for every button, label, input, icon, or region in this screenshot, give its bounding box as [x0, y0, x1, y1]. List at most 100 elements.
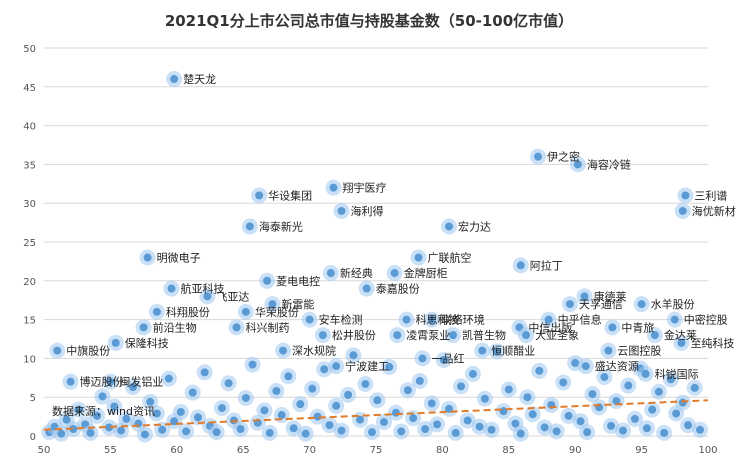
data-point — [182, 427, 191, 436]
data-point — [528, 410, 537, 419]
data-point — [337, 206, 346, 215]
data-point — [523, 393, 532, 402]
data-point — [248, 360, 257, 369]
point-label: 大亚圣象 — [535, 328, 579, 342]
x-tick-label: 55 — [104, 445, 117, 456]
y-tick-label: 30 — [23, 199, 36, 210]
data-point — [624, 381, 633, 390]
data-point — [318, 331, 327, 340]
point-label: 科锐国际 — [655, 367, 699, 381]
data-point — [284, 372, 293, 381]
y-tick-label: 40 — [23, 122, 36, 133]
point-label: 凯普生物 — [462, 328, 506, 342]
data-point — [449, 331, 458, 340]
point-label: 中乎信息 — [558, 313, 602, 327]
point-label: 金牌厨柜 — [404, 266, 448, 280]
data-point — [637, 300, 646, 309]
data-point — [344, 390, 353, 399]
data-point — [612, 397, 621, 406]
data-point — [534, 152, 543, 161]
data-point — [74, 405, 83, 414]
y-tick-label: 50 — [23, 44, 36, 55]
point-label: 中青旅 — [621, 320, 654, 334]
data-point — [98, 392, 107, 401]
data-point — [296, 400, 305, 409]
data-point — [670, 315, 679, 324]
data-point — [57, 429, 66, 438]
chart-title: 2021Q1分上市公司总市值与持股基金数（50-100亿市值） — [164, 12, 574, 30]
data-point — [152, 409, 161, 418]
data-point — [433, 420, 442, 429]
data-point — [62, 415, 71, 424]
point-label: 华荣股份 — [255, 305, 299, 319]
point-label: 伊之密 — [547, 150, 580, 164]
data-point — [535, 366, 544, 375]
y-tick-label: 35 — [23, 160, 36, 171]
x-tick-label: 90 — [569, 445, 582, 456]
data-point — [672, 409, 681, 418]
data-point — [564, 411, 573, 420]
data-point — [475, 422, 484, 431]
data-point — [176, 407, 185, 416]
point-label: 前沿生物 — [153, 320, 197, 334]
point-label: 科兴制药 — [246, 320, 290, 334]
data-point — [158, 425, 167, 434]
data-point — [320, 365, 329, 374]
data-point — [279, 346, 288, 355]
source-note: 数据来源：wind资讯 — [52, 404, 155, 418]
point-label: 航亚科技 — [180, 282, 224, 296]
data-point — [93, 411, 102, 420]
y-tick-label: 20 — [23, 277, 36, 288]
point-label: 泰嘉股份 — [376, 282, 420, 296]
x-tick-label: 95 — [635, 445, 648, 456]
data-point — [573, 160, 582, 169]
point-label: 松井股份 — [332, 328, 376, 342]
point-label: 飞亚达 — [216, 290, 249, 303]
data-point — [608, 323, 617, 332]
point-label: 海利得 — [350, 204, 383, 218]
data-point — [427, 315, 436, 324]
x-tick-label: 85 — [502, 445, 515, 456]
data-point — [86, 428, 95, 437]
data-point — [332, 362, 341, 371]
data-point — [421, 425, 430, 434]
y-tick-label: 15 — [23, 316, 36, 327]
point-label: 海泰新光 — [259, 219, 303, 233]
data-point — [140, 430, 149, 439]
point-label: 宏力达 — [458, 219, 491, 233]
point-label: 中信出版 — [528, 320, 572, 334]
data-point — [492, 347, 501, 356]
data-point — [361, 380, 370, 389]
point-label: 阿拉丁 — [530, 258, 563, 272]
x-tick-label: 50 — [38, 445, 51, 456]
data-point — [427, 399, 436, 408]
data-point — [265, 428, 274, 437]
data-point — [511, 419, 520, 428]
data-point — [356, 415, 365, 424]
data-point — [152, 307, 161, 316]
data-point — [305, 315, 314, 324]
data-point — [576, 417, 585, 426]
y-tick-label: 10 — [23, 354, 36, 365]
point-label: 新雷能 — [281, 297, 314, 311]
data-point — [604, 346, 613, 355]
data-point — [571, 359, 580, 368]
data-point — [445, 222, 454, 231]
data-point — [468, 369, 477, 378]
data-point — [203, 292, 212, 301]
point-label: 康德莱 — [593, 289, 626, 303]
data-point — [409, 414, 418, 423]
data-point — [677, 338, 686, 347]
data-point — [540, 423, 549, 432]
data-point — [277, 411, 286, 420]
point-label: 至纯科技 — [690, 336, 734, 350]
data-point — [696, 425, 705, 434]
x-tick-label: 65 — [237, 445, 250, 456]
data-point — [660, 428, 669, 437]
data-point — [337, 426, 346, 435]
data-point — [289, 424, 298, 433]
data-point — [552, 427, 561, 436]
data-point — [607, 421, 616, 430]
data-point — [362, 284, 371, 293]
x-tick-label: 70 — [303, 445, 316, 456]
